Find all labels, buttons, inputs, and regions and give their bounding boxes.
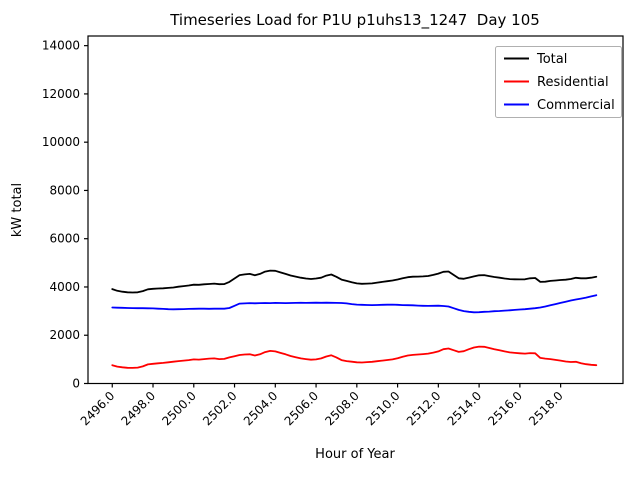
legend-label-total: Total — [536, 52, 567, 67]
x-tick-label: 2512.0 — [404, 389, 444, 429]
x-tick-label: 2504.0 — [241, 389, 281, 429]
x-tick-label: 2516.0 — [485, 389, 525, 429]
x-tick-label: 2496.0 — [78, 389, 118, 429]
legend: Total Residential Commercial — [495, 46, 622, 118]
y-tick-label: 4000 — [49, 280, 80, 294]
legend-box — [495, 46, 622, 118]
x-tick-label: 2510.0 — [363, 389, 403, 429]
x-axis-ticks: 2496.0 2498.0 2500.0 2502.0 2504.0 2506.0 2508… — [78, 383, 566, 429]
x-tick-label: 2508.0 — [322, 389, 362, 429]
y-tick-label: 0 — [72, 377, 80, 391]
x-tick-label: 2518.0 — [526, 389, 566, 429]
series-line-commercial — [111, 294, 598, 314]
series-line-residential — [111, 345, 598, 369]
x-tick-label: 2506.0 — [282, 389, 322, 429]
x-tick-label: 2502.0 — [200, 389, 240, 429]
x-tick-label: 2500.0 — [159, 389, 199, 429]
y-tick-label: 10000 — [42, 135, 80, 149]
x-tick-label: 2514.0 — [445, 389, 485, 429]
y-tick-label: 8000 — [49, 183, 80, 197]
y-tick-label: 6000 — [49, 232, 80, 246]
y-axis-ticks: 0 2000 4000 6000 8000 10000 12000 14000 — [42, 39, 88, 391]
y-tick-label: 12000 — [42, 87, 80, 101]
series-lines — [111, 269, 598, 369]
plot-border — [87, 35, 624, 385]
legend-label-residential: Residential — [537, 75, 609, 90]
legend-label-commercial: Commercial — [537, 98, 615, 113]
y-tick-label: 14000 — [42, 39, 80, 53]
y-axis-label: kW total — [10, 183, 25, 237]
y-tick-label: 2000 — [49, 328, 80, 342]
x-axis-label: Hour of Year — [315, 447, 395, 462]
figure-title: Timeseries Load for P1U p1uhs13_1247 Day… — [169, 11, 540, 30]
series-line-total — [111, 269, 598, 294]
x-tick-label: 2498.0 — [119, 389, 159, 429]
